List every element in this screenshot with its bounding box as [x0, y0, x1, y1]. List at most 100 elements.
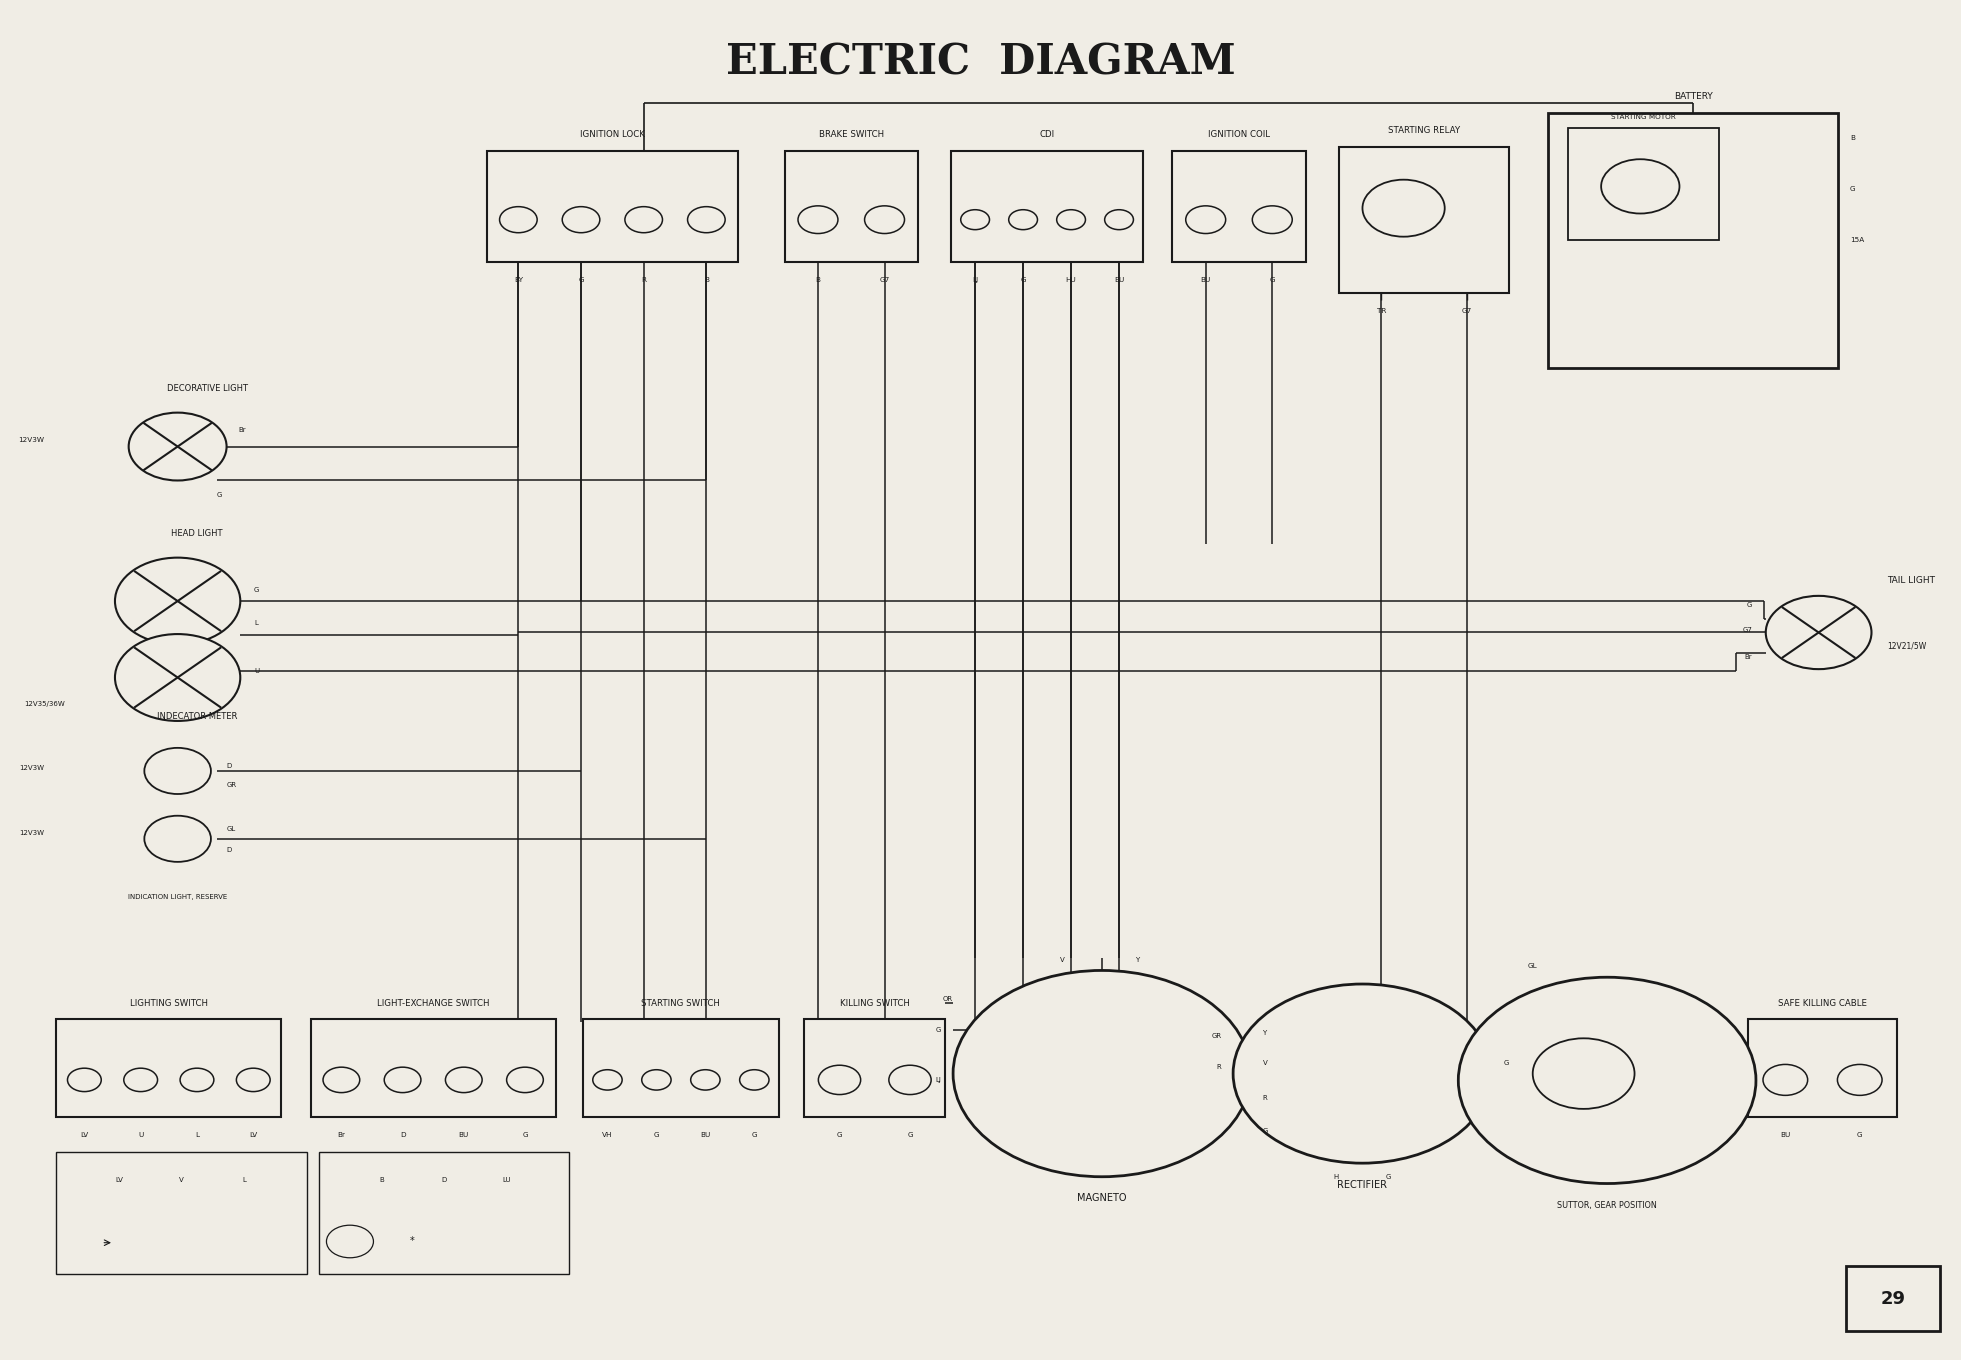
Text: G: G	[1857, 1132, 1863, 1138]
Text: IGNITION COIL: IGNITION COIL	[1208, 131, 1271, 139]
Text: INDECATOR METER: INDECATOR METER	[157, 713, 237, 721]
Text: G: G	[218, 492, 222, 498]
Text: GL: GL	[227, 827, 235, 832]
Text: BU: BU	[1200, 276, 1210, 283]
Text: L: L	[255, 620, 259, 626]
Circle shape	[237, 1068, 271, 1092]
Circle shape	[1233, 985, 1492, 1163]
Text: ELECTRIC  DIAGRAM: ELECTRIC DIAGRAM	[726, 41, 1235, 83]
Circle shape	[1057, 209, 1086, 230]
FancyBboxPatch shape	[1339, 147, 1510, 294]
Text: G: G	[935, 1027, 941, 1034]
Circle shape	[592, 1070, 622, 1091]
Circle shape	[500, 207, 537, 233]
Text: RECTIFIER: RECTIFIER	[1337, 1180, 1386, 1190]
Text: LV: LV	[249, 1132, 257, 1138]
Circle shape	[1253, 205, 1292, 234]
FancyBboxPatch shape	[804, 1019, 945, 1117]
FancyBboxPatch shape	[1018, 1012, 1186, 1089]
Text: D: D	[227, 763, 231, 768]
Text: MAGNETO: MAGNETO	[1077, 1194, 1128, 1204]
Text: G: G	[1269, 276, 1275, 283]
Circle shape	[145, 748, 212, 794]
Circle shape	[1763, 1065, 1808, 1095]
Text: GR: GR	[1212, 1032, 1222, 1039]
Text: LV: LV	[80, 1132, 88, 1138]
FancyBboxPatch shape	[582, 1019, 779, 1117]
Text: GR: GR	[227, 782, 237, 787]
Text: *: *	[410, 1236, 416, 1247]
Text: G: G	[1747, 602, 1751, 608]
Text: IGNITION LOCK: IGNITION LOCK	[580, 131, 645, 139]
Text: OR: OR	[943, 996, 953, 1002]
Text: G: G	[522, 1132, 528, 1138]
Text: 12V3W: 12V3W	[20, 831, 45, 836]
Circle shape	[961, 209, 990, 230]
Text: BU: BU	[700, 1132, 710, 1138]
Text: SUTTOR, GEAR POSITION: SUTTOR, GEAR POSITION	[1557, 1201, 1657, 1210]
Circle shape	[1534, 1038, 1635, 1108]
Circle shape	[1104, 209, 1133, 230]
Circle shape	[1600, 159, 1679, 214]
Text: Br: Br	[1745, 654, 1751, 660]
Circle shape	[1837, 1065, 1883, 1095]
Text: U: U	[137, 1132, 143, 1138]
Text: LV: LV	[116, 1178, 124, 1183]
Circle shape	[1008, 209, 1037, 230]
FancyBboxPatch shape	[486, 151, 737, 262]
Circle shape	[626, 207, 663, 233]
Text: HEAD LIGHT: HEAD LIGHT	[171, 529, 224, 537]
Text: B: B	[378, 1178, 384, 1183]
FancyBboxPatch shape	[1845, 1266, 1939, 1331]
Text: HU: HU	[1065, 276, 1077, 283]
Circle shape	[506, 1068, 543, 1092]
Text: 12V3W: 12V3W	[18, 437, 45, 443]
Text: G: G	[1386, 1174, 1390, 1179]
Circle shape	[690, 1070, 720, 1091]
Text: R: R	[1216, 1064, 1222, 1070]
Circle shape	[1363, 180, 1445, 237]
Circle shape	[798, 205, 837, 234]
Text: Br: Br	[337, 1132, 345, 1138]
Text: L: L	[194, 1132, 198, 1138]
FancyBboxPatch shape	[1569, 128, 1718, 241]
Text: R: R	[641, 276, 647, 283]
Text: Y: Y	[1263, 1030, 1267, 1036]
Text: G: G	[578, 276, 584, 283]
Text: G: G	[1263, 1127, 1269, 1134]
FancyBboxPatch shape	[318, 1152, 569, 1274]
Text: TR: TR	[1377, 307, 1386, 314]
Text: VH: VH	[602, 1132, 612, 1138]
Circle shape	[953, 971, 1251, 1176]
Text: G: G	[908, 1132, 912, 1138]
FancyBboxPatch shape	[1288, 1019, 1437, 1098]
Circle shape	[1186, 205, 1226, 234]
Text: 15A: 15A	[1849, 237, 1865, 243]
Text: G: G	[1504, 1059, 1508, 1066]
FancyBboxPatch shape	[1173, 151, 1306, 262]
Circle shape	[324, 1068, 359, 1092]
Circle shape	[865, 205, 904, 234]
Text: BRAKE SWITCH: BRAKE SWITCH	[818, 131, 884, 139]
Text: G: G	[1849, 186, 1855, 192]
Text: B: B	[816, 276, 820, 283]
Text: G: G	[837, 1132, 843, 1138]
FancyBboxPatch shape	[57, 1152, 306, 1274]
Text: D: D	[441, 1178, 447, 1183]
Text: LIGHTING SWITCH: LIGHTING SWITCH	[129, 998, 208, 1008]
Text: LJ: LJ	[935, 1077, 941, 1084]
Circle shape	[818, 1065, 861, 1095]
Text: R: R	[1263, 1095, 1267, 1102]
Circle shape	[384, 1068, 422, 1092]
Text: Br: Br	[239, 427, 245, 434]
Text: CDI: CDI	[1039, 131, 1055, 139]
Text: LU: LU	[502, 1178, 512, 1183]
Text: DECORATIVE LIGHT: DECORATIVE LIGHT	[167, 384, 247, 393]
Text: LIGHT-EXCHANGE SWITCH: LIGHT-EXCHANGE SWITCH	[377, 998, 490, 1008]
Text: L: L	[243, 1178, 247, 1183]
Circle shape	[326, 1225, 373, 1258]
Circle shape	[145, 816, 212, 862]
Text: G: G	[1020, 276, 1026, 283]
FancyBboxPatch shape	[1747, 1019, 1896, 1117]
FancyBboxPatch shape	[310, 1019, 555, 1117]
